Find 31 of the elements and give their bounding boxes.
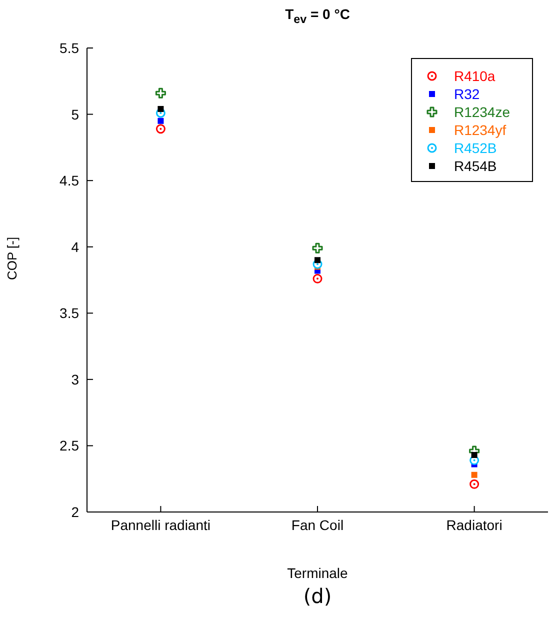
point — [155, 88, 166, 98]
y-tick-label: 5.5 — [60, 40, 80, 56]
x-tick-label: Radiatori — [446, 516, 502, 533]
legend-label: R32 — [454, 86, 480, 102]
point — [312, 242, 323, 254]
x-axis-title: Terminale — [287, 565, 348, 581]
legend-label: R1234ze — [454, 104, 510, 120]
y-tick-label: 2 — [71, 504, 80, 520]
point — [314, 257, 320, 264]
chart-title: T$_{ev}$ = 0 °C — [284, 6, 351, 26]
y-axis-title: COP [-] — [4, 236, 20, 280]
point — [156, 124, 166, 134]
legend-label: R410a — [454, 68, 496, 84]
legend-label: R1234yf — [454, 122, 506, 138]
point — [470, 479, 480, 489]
text: (d) — [302, 584, 333, 608]
point — [471, 452, 478, 458]
y-tick-label: 3 — [71, 371, 80, 388]
legend-label: R452B — [454, 140, 497, 156]
x-tick-label: Fan Coil — [291, 516, 344, 533]
y-tick-label: 3.5 — [60, 305, 80, 322]
point — [312, 274, 322, 284]
y-tick-label: 5 — [71, 106, 80, 122]
y-tick-label: 4 — [71, 238, 80, 255]
x-tick-label: Pannelli radianti — [110, 516, 211, 533]
legend-label: R454B — [454, 158, 497, 174]
point — [471, 472, 478, 478]
point — [158, 118, 164, 124]
point — [158, 106, 164, 112]
y-tick-label: 2.5 — [60, 438, 80, 454]
y-tick-label: 4.5 — [60, 172, 80, 189]
